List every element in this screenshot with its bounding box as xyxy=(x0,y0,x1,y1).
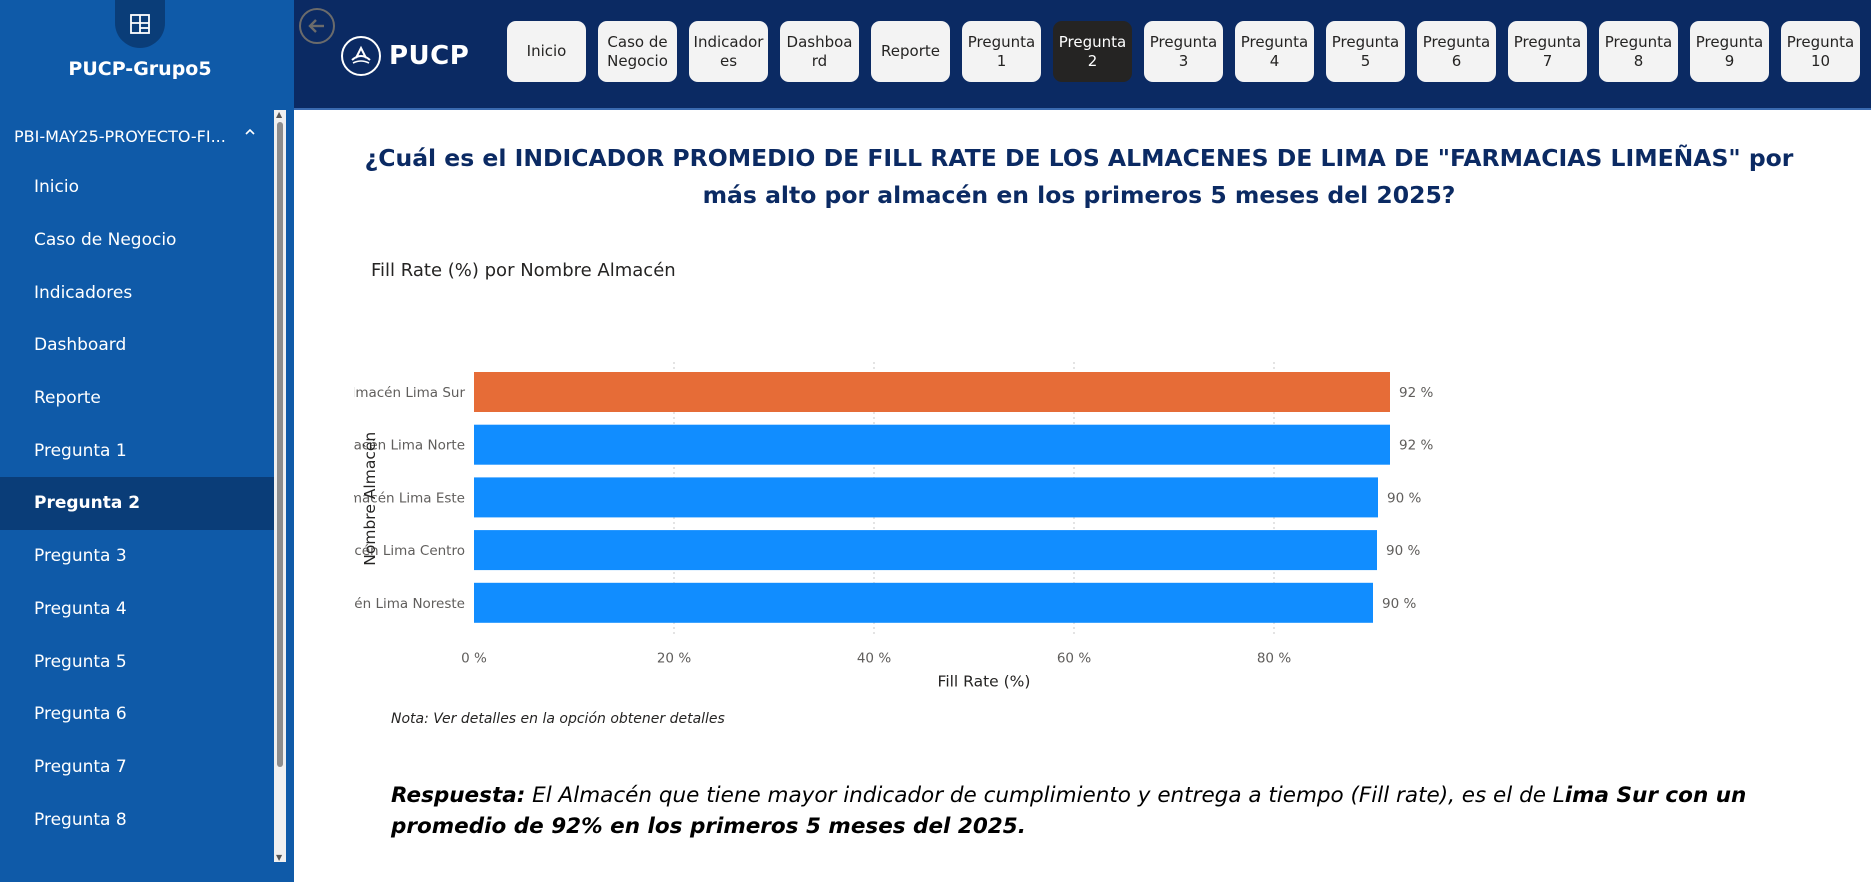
back-arrow-icon[interactable] xyxy=(299,8,335,44)
header: PUCP Inicio Caso de Negocio Indicadores Das… xyxy=(294,0,1871,110)
x-tick-label: 80 % xyxy=(1257,651,1291,667)
sidebar-item-caso-de-negocio[interactable]: Caso de Negocio xyxy=(34,230,177,251)
y-axis-title: Nombre Almacén xyxy=(361,432,379,566)
tab-pregunta-6[interactable]: Pregunta 6 xyxy=(1417,21,1496,82)
sidebar-item-pregunta-2[interactable]: Pregunta 2 xyxy=(0,477,274,530)
category-label: Almacén Lima Noreste xyxy=(354,596,465,612)
data-label: 90 % xyxy=(1382,596,1416,612)
sidebar-item-pregunta-8[interactable]: Pregunta 8 xyxy=(34,809,127,830)
pucp-seal-icon xyxy=(341,36,381,76)
project-name: PBI-MAY25-PROYECTO-FI... xyxy=(14,126,226,146)
note-text: Nota: Ver detalles en la opción obtener … xyxy=(391,711,725,727)
x-tick-label: 40 % xyxy=(857,651,891,667)
answer-label: Respuesta: xyxy=(391,783,526,808)
data-label: 90 % xyxy=(1387,490,1421,506)
data-label: 92 % xyxy=(1399,385,1433,401)
answer-text: Respuesta: El Almacén que tiene mayor in… xyxy=(391,780,1811,842)
chevron-up-icon[interactable] xyxy=(244,126,256,142)
sidebar-item-dashboard[interactable]: Dashboard xyxy=(34,335,127,356)
bar[interactable] xyxy=(474,424,1390,465)
tab-pregunta-7[interactable]: Pregunta 7 xyxy=(1508,21,1587,82)
question-heading: ¿Cuál es el INDICADOR PROMEDIO DE FILL R… xyxy=(364,144,1794,209)
bar[interactable] xyxy=(474,530,1377,571)
bar[interactable] xyxy=(474,372,1390,412)
answer-body: El Almacén que tiene mayor indicador de … xyxy=(525,783,1565,808)
tab-caso-de-negocio[interactable]: Caso de Negocio xyxy=(598,21,677,82)
scroll-up-icon[interactable]: ▲ xyxy=(276,110,283,119)
data-label: 90 % xyxy=(1386,543,1420,559)
report-canvas: ¿Cuál es el INDICADOR PROMEDIO DE FILL R… xyxy=(294,112,1871,882)
page-tabs: Inicio Caso de Negocio Indicadores Dashboar… xyxy=(507,21,1860,82)
tab-pregunta-4[interactable]: Pregunta 4 xyxy=(1235,21,1314,82)
tab-inicio[interactable]: Inicio xyxy=(507,21,586,82)
tab-indicadores[interactable]: Indicadores xyxy=(689,21,768,82)
sidebar-item-pregunta-4[interactable]: Pregunta 4 xyxy=(34,598,127,619)
data-label: 92 % xyxy=(1399,438,1433,454)
bar[interactable] xyxy=(474,582,1373,623)
workspace-icon[interactable] xyxy=(115,0,165,48)
category-label: Almacén Lima Centro xyxy=(354,543,465,559)
x-tick-label: 0 % xyxy=(461,651,487,667)
sidebar: PUCP-Grupo5 PBI-MAY25-PROYECTO-FI... Ini… xyxy=(0,0,294,882)
answer-highlight: ima Sur con un promedio de 92% en los pr… xyxy=(391,783,1747,839)
sidebar-item-pregunta-3[interactable]: Pregunta 3 xyxy=(34,546,127,567)
scroll-down-icon[interactable]: ▼ xyxy=(276,853,283,862)
scrollbar-thumb[interactable] xyxy=(277,122,283,767)
sidebar-scrollbar[interactable]: ▲ ▼ xyxy=(274,110,286,862)
category-label: Almacén Lima Sur xyxy=(354,385,465,401)
bar[interactable] xyxy=(474,477,1378,518)
sidebar-nav: Inicio Caso de Negocio Indicadores Dashboar… xyxy=(0,161,274,846)
x-tick-label: 60 % xyxy=(1057,651,1091,667)
sidebar-item-indicadores[interactable]: Indicadores xyxy=(34,282,133,303)
tab-reporte[interactable]: Reporte xyxy=(871,21,950,82)
tab-pregunta-10[interactable]: Pregunta 10 xyxy=(1781,21,1860,82)
tab-dashboard[interactable]: Dashboard xyxy=(780,21,859,82)
tab-pregunta-5[interactable]: Pregunta 5 xyxy=(1326,21,1405,82)
sidebar-item-pregunta-7[interactable]: Pregunta 7 xyxy=(34,756,127,777)
workspace-name: PUCP-Grupo5 xyxy=(68,58,212,80)
sidebar-item-pregunta-6[interactable]: Pregunta 6 xyxy=(34,704,127,725)
project-header[interactable]: PBI-MAY25-PROYECTO-FI... xyxy=(0,118,274,154)
logo-text: PUCP xyxy=(389,41,470,71)
sidebar-item-pregunta-5[interactable]: Pregunta 5 xyxy=(34,651,127,672)
category-label: Almacén Lima Este xyxy=(354,490,465,506)
pucp-logo: PUCP xyxy=(341,36,469,76)
x-tick-label: 20 % xyxy=(657,651,691,667)
sidebar-item-pregunta-1[interactable]: Pregunta 1 xyxy=(34,440,127,461)
tab-pregunta-1[interactable]: Pregunta 1 xyxy=(962,21,1041,82)
x-axis-title: Fill Rate (%) xyxy=(938,673,1031,691)
sidebar-item-reporte[interactable]: Reporte xyxy=(34,388,101,409)
tab-pregunta-8[interactable]: Pregunta 8 xyxy=(1599,21,1678,82)
chart-title: Fill Rate (%) por Nombre Almacén xyxy=(371,260,676,281)
tab-pregunta-2[interactable]: Pregunta 2 xyxy=(1053,21,1132,82)
tab-pregunta-9[interactable]: Pregunta 9 xyxy=(1690,21,1769,82)
category-label: Almacén Lima Norte xyxy=(354,438,465,454)
tab-pregunta-3[interactable]: Pregunta 3 xyxy=(1144,21,1223,82)
sidebar-item-inicio[interactable]: Inicio xyxy=(34,177,79,198)
bar-chart[interactable]: Almacén Lima Sur 92 % Almacén Lima Norte 92… xyxy=(354,292,1784,692)
